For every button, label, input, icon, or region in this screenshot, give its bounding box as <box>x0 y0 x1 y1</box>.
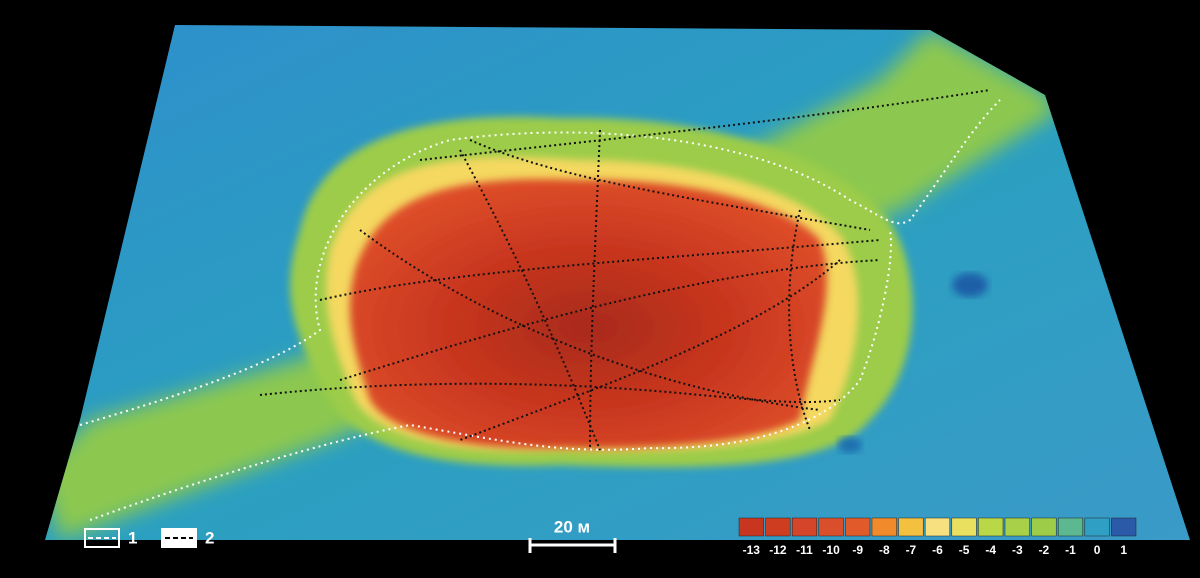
color-scale-label: -12 <box>769 543 787 557</box>
color-scale-label: -11 <box>796 543 813 557</box>
color-swatch <box>766 518 791 536</box>
legend-label: 2 <box>205 528 214 547</box>
color-swatch <box>978 518 1003 536</box>
color-swatch <box>792 518 817 536</box>
color-swatch <box>1111 518 1136 536</box>
color-swatch <box>872 518 897 536</box>
color-swatch <box>899 518 924 536</box>
color-swatch <box>845 518 870 536</box>
color-swatch <box>925 518 950 536</box>
color-swatch <box>1058 518 1083 536</box>
color-swatch <box>739 518 764 536</box>
color-scale-label: 1 <box>1120 543 1127 557</box>
color-scale-label: 0 <box>1094 543 1101 557</box>
color-scale-label: -10 <box>822 543 840 557</box>
color-scale-label: -2 <box>1039 543 1050 557</box>
color-swatch <box>819 518 844 536</box>
color-swatch <box>1005 518 1030 536</box>
color-scale-label: -1 <box>1065 543 1076 557</box>
legend-label: 1 <box>128 528 137 547</box>
color-scale-label: -7 <box>906 543 917 557</box>
color-scale-label: -3 <box>1012 543 1023 557</box>
color-scale-label: -6 <box>932 543 943 557</box>
color-scale-label: -8 <box>879 543 890 557</box>
color-swatch <box>1085 518 1110 536</box>
color-scale-label: -13 <box>743 543 761 557</box>
bathymetric-map: 1 2 20 м -13-12-11-10-9-8-7-6-5-4-3-2-10… <box>0 0 1200 578</box>
color-scale-label: -9 <box>852 543 863 557</box>
scale-bar-label: 20 м <box>554 517 590 536</box>
color-swatch <box>1032 518 1057 536</box>
scale-bar-line <box>530 538 615 553</box>
color-scale-label: -5 <box>959 543 970 557</box>
color-swatch <box>952 518 977 536</box>
color-scale-label: -4 <box>985 543 996 557</box>
